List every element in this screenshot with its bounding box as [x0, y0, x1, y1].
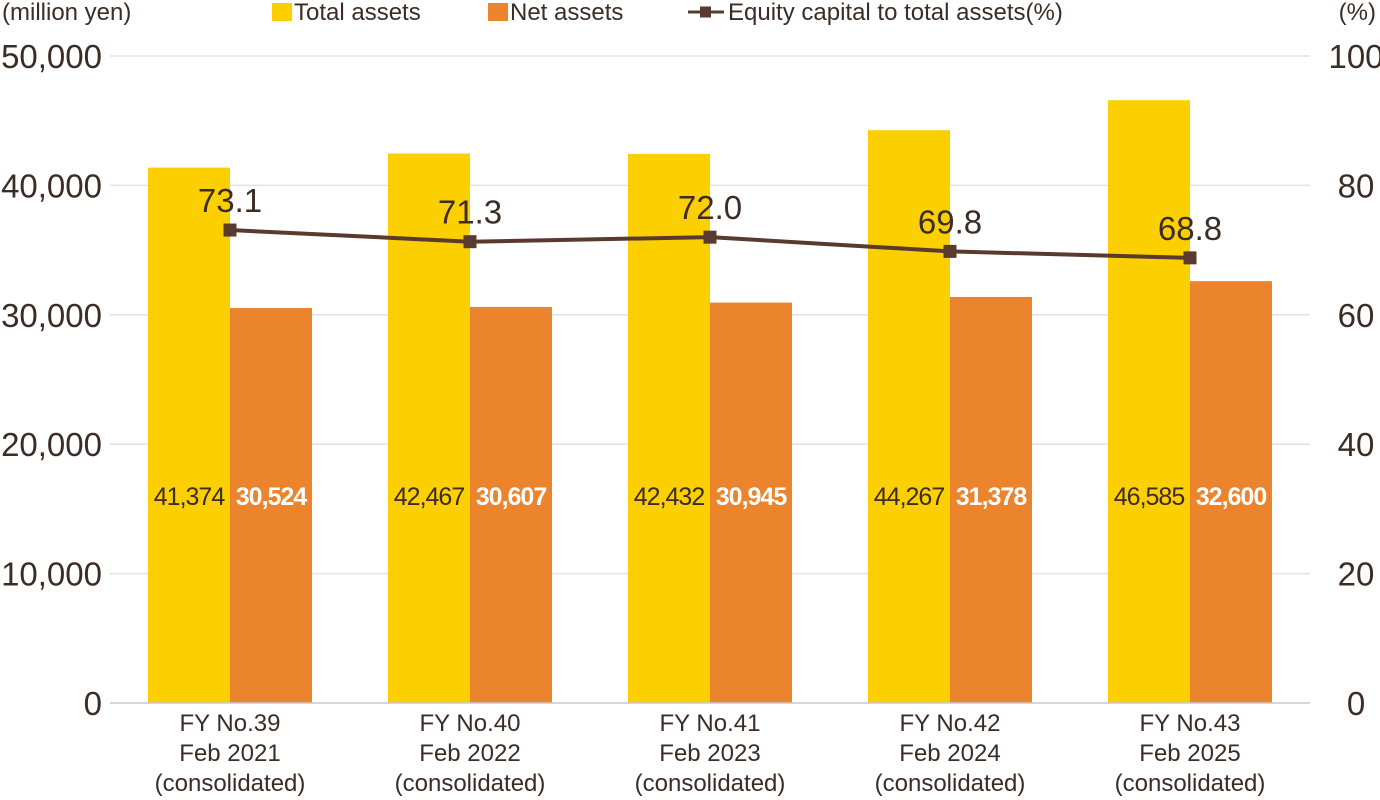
total-assets-bar: [628, 153, 710, 703]
net-assets-value-label: 30,524: [236, 483, 308, 511]
category-label: Feb 2021: [179, 740, 280, 767]
data-labels: 41,374 30,524 42,467 30,607 42,432 30,945 44,2…: [154, 182, 1268, 511]
left-tick-label: 40,000: [1, 167, 102, 204]
category-label: FY No.39: [180, 710, 281, 737]
ratio-point-marker: [1183, 251, 1197, 265]
total-assets-value-label: 46,585: [1114, 483, 1185, 511]
right-tick-label: 20: [1338, 556, 1375, 593]
category-label: FY No.43: [1140, 710, 1241, 737]
category-label: Feb 2022: [419, 740, 520, 767]
total-assets-value-label: 42,432: [634, 483, 705, 511]
category-label: (consolidated): [155, 770, 306, 797]
category-label: FY No.42: [900, 710, 1001, 737]
category-label: Feb 2024: [899, 740, 1000, 767]
category-label: (consolidated): [1115, 770, 1266, 797]
legend: Total assets Net assets Equity capital to …: [272, 0, 1063, 26]
right-tick-label: 60: [1338, 297, 1375, 334]
net-assets-bar: [710, 302, 792, 703]
category-label: (consolidated): [875, 770, 1026, 797]
ratio-value-label: 68.8: [1158, 210, 1222, 247]
legend-label: Equity capital to total assets(%): [728, 0, 1063, 26]
net-assets-value-label: 30,945: [716, 483, 788, 511]
legend-label: Net assets: [510, 0, 623, 26]
legend-marker-swatch: [700, 6, 711, 18]
category-label: FY No.41: [660, 710, 761, 737]
total-assets-bar: [148, 167, 230, 704]
left-axis-unit: (million yen): [2, 0, 131, 26]
category-label: Feb 2025: [1139, 740, 1240, 767]
total-assets-value-label: 44,267: [874, 483, 945, 511]
ratio-point-marker: [703, 230, 717, 244]
right-tick-label: 100: [1328, 38, 1380, 75]
ratio-point-marker: [463, 235, 477, 249]
right-tick-label: 0: [1347, 685, 1365, 722]
net-assets-value-label: 32,600: [1196, 483, 1267, 511]
total-assets-bar: [388, 153, 470, 703]
right-tick-label: 40: [1338, 426, 1375, 463]
left-tick-label: 0: [84, 685, 102, 722]
net-assets-bar: [470, 306, 552, 703]
net-assets-bar: [230, 308, 312, 703]
ratio-value-label: 69.8: [918, 203, 982, 240]
net-assets-bar: [1190, 281, 1272, 703]
category-label: (consolidated): [635, 770, 786, 797]
ratio-point-marker: [223, 223, 237, 237]
bars: [148, 100, 1272, 704]
legend-label: Total assets: [294, 0, 421, 26]
total-assets-bar: [1108, 100, 1190, 703]
net-assets-value-label: 31,378: [956, 483, 1028, 511]
left-tick-label: 50,000: [1, 38, 102, 75]
ratio-value-label: 72.0: [678, 189, 742, 226]
net-assets-value-label: 30,607: [476, 483, 547, 511]
category-label: (consolidated): [395, 770, 546, 797]
total-assets-value-label: 41,374: [154, 483, 226, 511]
right-axis-unit: (%): [1339, 0, 1376, 26]
legend-swatch: [488, 3, 508, 21]
ratio-line: [223, 223, 1197, 265]
category-label: FY No.40: [420, 710, 521, 737]
ratio-point-marker: [943, 244, 957, 258]
ratio-value-label: 73.1: [198, 182, 262, 219]
category-label: Feb 2023: [659, 740, 760, 767]
total-assets-bar: [868, 130, 950, 704]
right-tick-label: 80: [1338, 167, 1375, 204]
left-tick-label: 30,000: [1, 297, 102, 334]
net-assets-bar: [950, 296, 1032, 703]
left-tick-label: 10,000: [1, 556, 102, 593]
left-tick-label: 20,000: [1, 426, 102, 463]
ratio-value-label: 71.3: [438, 194, 502, 231]
legend-swatch: [272, 3, 292, 21]
total-assets-value-label: 42,467: [394, 483, 465, 511]
